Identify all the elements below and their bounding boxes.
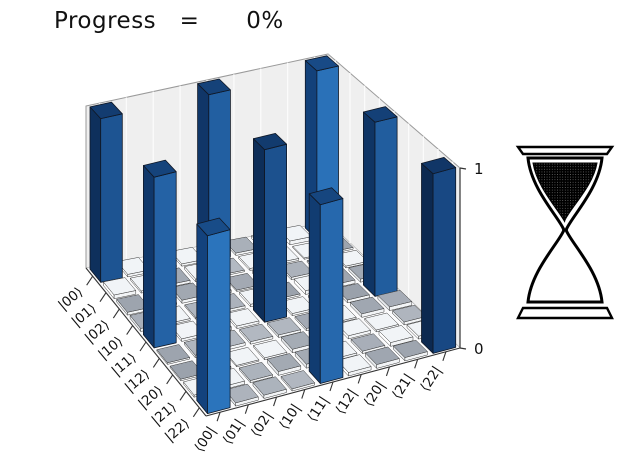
tile-top-r1-c0 bbox=[103, 277, 137, 296]
tile-top-r8-c2 bbox=[252, 376, 287, 396]
bar-top-r8-c8 bbox=[421, 156, 457, 175]
hourglass-sand bbox=[532, 162, 598, 223]
z-tick bbox=[459, 167, 467, 170]
ket-tick bbox=[86, 275, 94, 286]
bra-label-4: ⟨11| bbox=[304, 393, 332, 424]
progress-title: Progress = 0% bbox=[54, 8, 284, 34]
tile-top-r6-c3 bbox=[253, 339, 288, 359]
bar-front-r0-c0 bbox=[100, 113, 123, 283]
bar-top-r4-c8 bbox=[362, 106, 398, 123]
bra-label-2: ⟨02| bbox=[248, 409, 276, 440]
bar-top-r0-c4 bbox=[197, 78, 231, 96]
bar-side-r4-c0 bbox=[142, 165, 155, 349]
bra-label-0: ⟨00| bbox=[191, 424, 219, 455]
tile-top-r6-c2 bbox=[225, 347, 260, 366]
bar-top-r0-c0 bbox=[89, 101, 123, 119]
bra-tick bbox=[329, 381, 334, 392]
bra-tick bbox=[301, 389, 306, 399]
bar-front-r4-c8 bbox=[374, 116, 398, 297]
z-label-0: 0 bbox=[474, 340, 484, 358]
bar-front-r4-c0 bbox=[153, 171, 177, 349]
z-tick bbox=[459, 347, 467, 350]
tile-top-r7-c2 bbox=[239, 362, 273, 381]
hourglass-icon bbox=[515, 145, 615, 320]
tile-top-r6-c6 bbox=[336, 318, 371, 337]
bra-tick bbox=[385, 366, 390, 377]
bar-side-r4-c8 bbox=[362, 111, 376, 297]
bra-tick bbox=[414, 359, 419, 369]
tile-top-r8-c5 bbox=[337, 354, 372, 373]
bra-label-5: ⟨12| bbox=[332, 386, 360, 417]
tile-top-r8-c6 bbox=[365, 346, 400, 365]
tile-top-r8-c3 bbox=[280, 370, 315, 390]
bar-top-r4-c0 bbox=[142, 159, 177, 178]
z-label-1: 1 bbox=[474, 160, 484, 178]
hourglass-top-cap bbox=[515, 145, 615, 156]
bar-side-r0-c0 bbox=[89, 106, 102, 283]
bar-top-r8-c4 bbox=[308, 187, 344, 206]
tile-top-r8-c1 bbox=[224, 383, 259, 404]
bra-label-8: ⟨22| bbox=[417, 363, 445, 394]
bar-side-r8-c4 bbox=[308, 193, 321, 384]
bra-label-6: ⟨20| bbox=[361, 378, 389, 409]
bar-front-r4-c4 bbox=[264, 143, 288, 323]
bra-tick bbox=[216, 412, 221, 422]
tile-top-r7-c6 bbox=[350, 333, 386, 352]
bar-top-r4-c4 bbox=[252, 132, 288, 151]
tile-top-r5-c0 bbox=[156, 344, 190, 364]
ket-tick bbox=[112, 308, 120, 319]
bar-front-r8-c0 bbox=[207, 229, 231, 415]
tile-top-r5-c3 bbox=[239, 323, 274, 342]
bar-side-r8-c0 bbox=[196, 223, 208, 415]
bar-front-r8-c8 bbox=[432, 167, 457, 354]
tile-top-r6-c7 bbox=[364, 312, 399, 331]
tile-top-r7-c7 bbox=[378, 325, 414, 343]
tile-top-r4-c7 bbox=[335, 283, 370, 301]
bra-label-1: ⟨01| bbox=[220, 416, 248, 447]
tile-top-r5-c4 bbox=[267, 317, 301, 336]
bra-tick bbox=[357, 374, 362, 384]
tile-top-r5-c7 bbox=[350, 296, 385, 315]
tile-top-r7-c3 bbox=[267, 353, 302, 372]
ket-tick bbox=[99, 292, 107, 302]
bar-top-r8-c0 bbox=[196, 217, 231, 237]
bar-top-r0-c8 bbox=[304, 55, 339, 72]
bra-tick bbox=[442, 351, 447, 361]
bar-side-r4-c4 bbox=[252, 138, 266, 323]
ket-tick bbox=[179, 391, 187, 401]
bra-tick bbox=[244, 404, 249, 414]
tile-top-r8-c7 bbox=[393, 339, 428, 358]
bar-side-r8-c8 bbox=[421, 162, 434, 354]
ket-tick bbox=[126, 325, 134, 335]
bra-label-3: ⟨10| bbox=[276, 401, 304, 432]
tile-top-r5-c8 bbox=[377, 290, 413, 308]
ket-tick bbox=[192, 407, 200, 418]
ket-tick bbox=[166, 374, 174, 385]
bra-tick bbox=[273, 396, 278, 407]
bar-front-r8-c4 bbox=[319, 198, 344, 384]
hourglass-bottom-cap bbox=[516, 306, 614, 320]
ket-tick bbox=[139, 341, 147, 352]
hourglass-graphic bbox=[515, 145, 615, 320]
tile-top-r4-c3 bbox=[225, 308, 260, 327]
ket-tick bbox=[152, 358, 160, 368]
bra-label-7: ⟨21| bbox=[389, 371, 417, 402]
